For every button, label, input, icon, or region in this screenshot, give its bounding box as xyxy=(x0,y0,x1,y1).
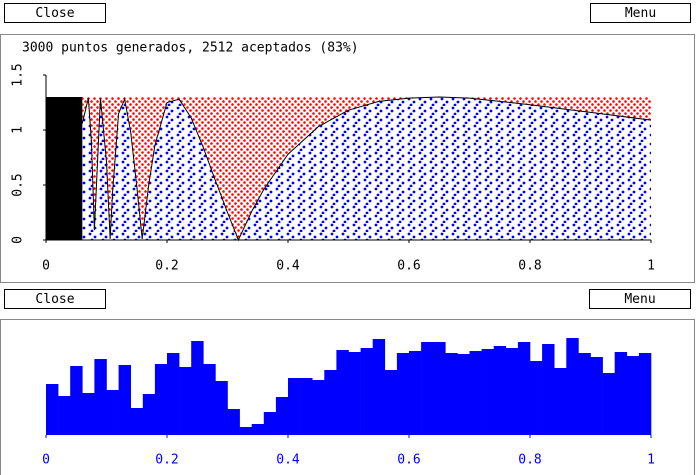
x-tick-label: 1 xyxy=(647,259,655,274)
x-tick-label: 0.2 xyxy=(155,453,178,468)
accepted-region xyxy=(82,97,652,240)
histogram-bar xyxy=(348,352,361,435)
y-tick-label: 1.5 xyxy=(11,63,26,86)
menu-button[interactable]: Menu xyxy=(590,3,691,23)
histogram-bar xyxy=(106,390,119,435)
y-tick-label: 1 xyxy=(11,126,26,134)
histogram-bar xyxy=(421,342,434,435)
histogram-bar xyxy=(409,351,422,435)
histogram-bar xyxy=(542,344,555,435)
histogram-bar xyxy=(179,367,192,435)
histogram-bar xyxy=(602,373,615,435)
histogram-bar xyxy=(336,350,349,435)
histogram-bar xyxy=(58,396,71,435)
histogram-bar xyxy=(118,365,131,435)
histogram-bar xyxy=(396,353,410,435)
histogram-bar xyxy=(300,378,313,435)
x-tick-label: 0 xyxy=(42,259,50,274)
histogram-bar xyxy=(554,368,567,435)
histogram-bar xyxy=(70,366,83,435)
x-tick-label: 0.6 xyxy=(397,453,420,468)
x-tick-label: 0.8 xyxy=(518,453,541,468)
histogram-bar xyxy=(263,412,277,435)
histogram-bar xyxy=(614,352,628,435)
histogram-bar xyxy=(384,370,398,435)
histogram-bar xyxy=(578,353,591,435)
histogram-bar xyxy=(191,341,204,435)
histogram-bar xyxy=(360,348,373,435)
curve xyxy=(81,96,652,242)
histogram-bar xyxy=(324,370,337,435)
chart-title: 3000 puntos generados, 2512 aceptados (8… xyxy=(22,41,359,56)
histogram-bar xyxy=(566,338,579,435)
histogram-bar xyxy=(82,393,95,435)
close-button[interactable]: Close xyxy=(4,3,106,23)
histogram-bar xyxy=(481,349,494,435)
histogram-bar xyxy=(203,364,216,435)
histogram-bar xyxy=(46,384,59,435)
histogram-bar xyxy=(433,342,446,435)
menu-button[interactable]: Menu xyxy=(589,289,691,309)
histogram-bar xyxy=(457,354,470,435)
histogram-bar xyxy=(505,348,519,435)
histogram-bar xyxy=(94,359,107,435)
histogram-bar xyxy=(445,353,458,435)
histogram-bar xyxy=(372,339,386,435)
histogram-bar xyxy=(227,409,240,435)
histogram-bar xyxy=(590,357,603,435)
histogram-bar xyxy=(130,408,144,435)
histogram-bar xyxy=(626,356,640,435)
x-tick-label: 0.6 xyxy=(397,259,420,274)
histogram-bar xyxy=(167,353,180,435)
panel-border xyxy=(0,34,695,283)
x-tick-label: 1 xyxy=(647,453,655,468)
histogram-bar xyxy=(239,427,252,435)
histogram-chart: 0 0.2 0.4 0.6 0.8 1 xyxy=(0,319,695,475)
panel-border xyxy=(0,319,695,475)
x-tick-label: 0.4 xyxy=(276,259,300,274)
histogram-bar xyxy=(215,381,228,435)
x-tick-label: 0.8 xyxy=(518,259,541,274)
histogram-bar xyxy=(312,380,325,435)
x-tick-label: 0.2 xyxy=(155,259,178,274)
y-tick-label: 0.5 xyxy=(11,173,26,196)
x-tick-label: 0.4 xyxy=(276,453,300,468)
dense-oscillation xyxy=(46,97,83,240)
y-tick-label: 0 xyxy=(11,236,26,244)
histogram-bar xyxy=(288,378,301,435)
histogram-bar xyxy=(517,342,531,435)
histogram-bar xyxy=(638,353,652,435)
histogram-bar xyxy=(142,394,156,435)
histogram-bar xyxy=(251,424,265,435)
histogram-bar xyxy=(275,397,289,435)
close-button[interactable]: Close xyxy=(4,289,106,309)
x-tick-label: 0 xyxy=(42,453,50,468)
histogram-bar xyxy=(493,346,507,435)
histogram-bar xyxy=(469,351,482,435)
histogram-bar xyxy=(530,361,543,435)
histogram-bar xyxy=(154,364,168,435)
sampling-chart: 3000 puntos generados, 2512 aceptados (8… xyxy=(0,34,695,283)
